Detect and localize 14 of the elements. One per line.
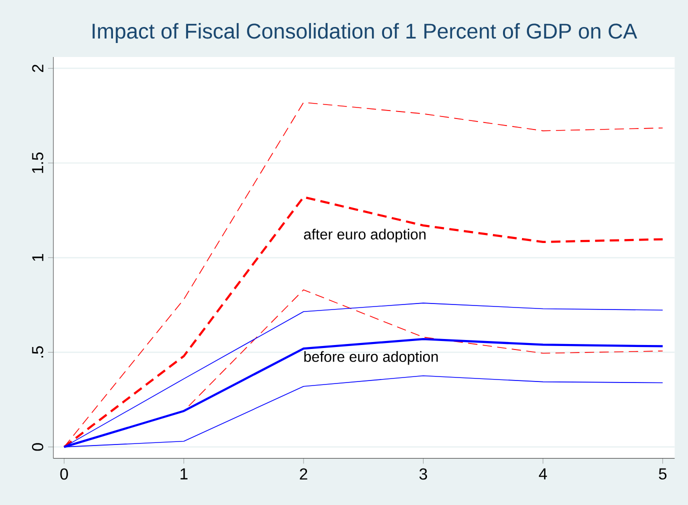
y-tick-label: .5 [32, 346, 44, 358]
x-tick-label: 0 [60, 468, 68, 480]
chart-title: Impact of Fiscal Consolidation of 1 Percent of GDP on CA [92, 23, 638, 43]
x-tick-label: 3 [419, 468, 428, 480]
y-tick-label: 1 [32, 254, 44, 261]
y-tick-label: 0 [32, 443, 44, 451]
x-tick-label: 2 [300, 468, 308, 480]
annotation: before euro adoption [304, 351, 438, 365]
x-tick-label: 1 [180, 468, 188, 480]
y-tick-label: 1.5 [32, 152, 44, 173]
x-tick-label: 4 [538, 468, 547, 480]
y-tick-label: 2 [32, 64, 44, 72]
annotation: after euro adoption [304, 228, 426, 242]
x-tick-label: 5 [658, 468, 666, 480]
